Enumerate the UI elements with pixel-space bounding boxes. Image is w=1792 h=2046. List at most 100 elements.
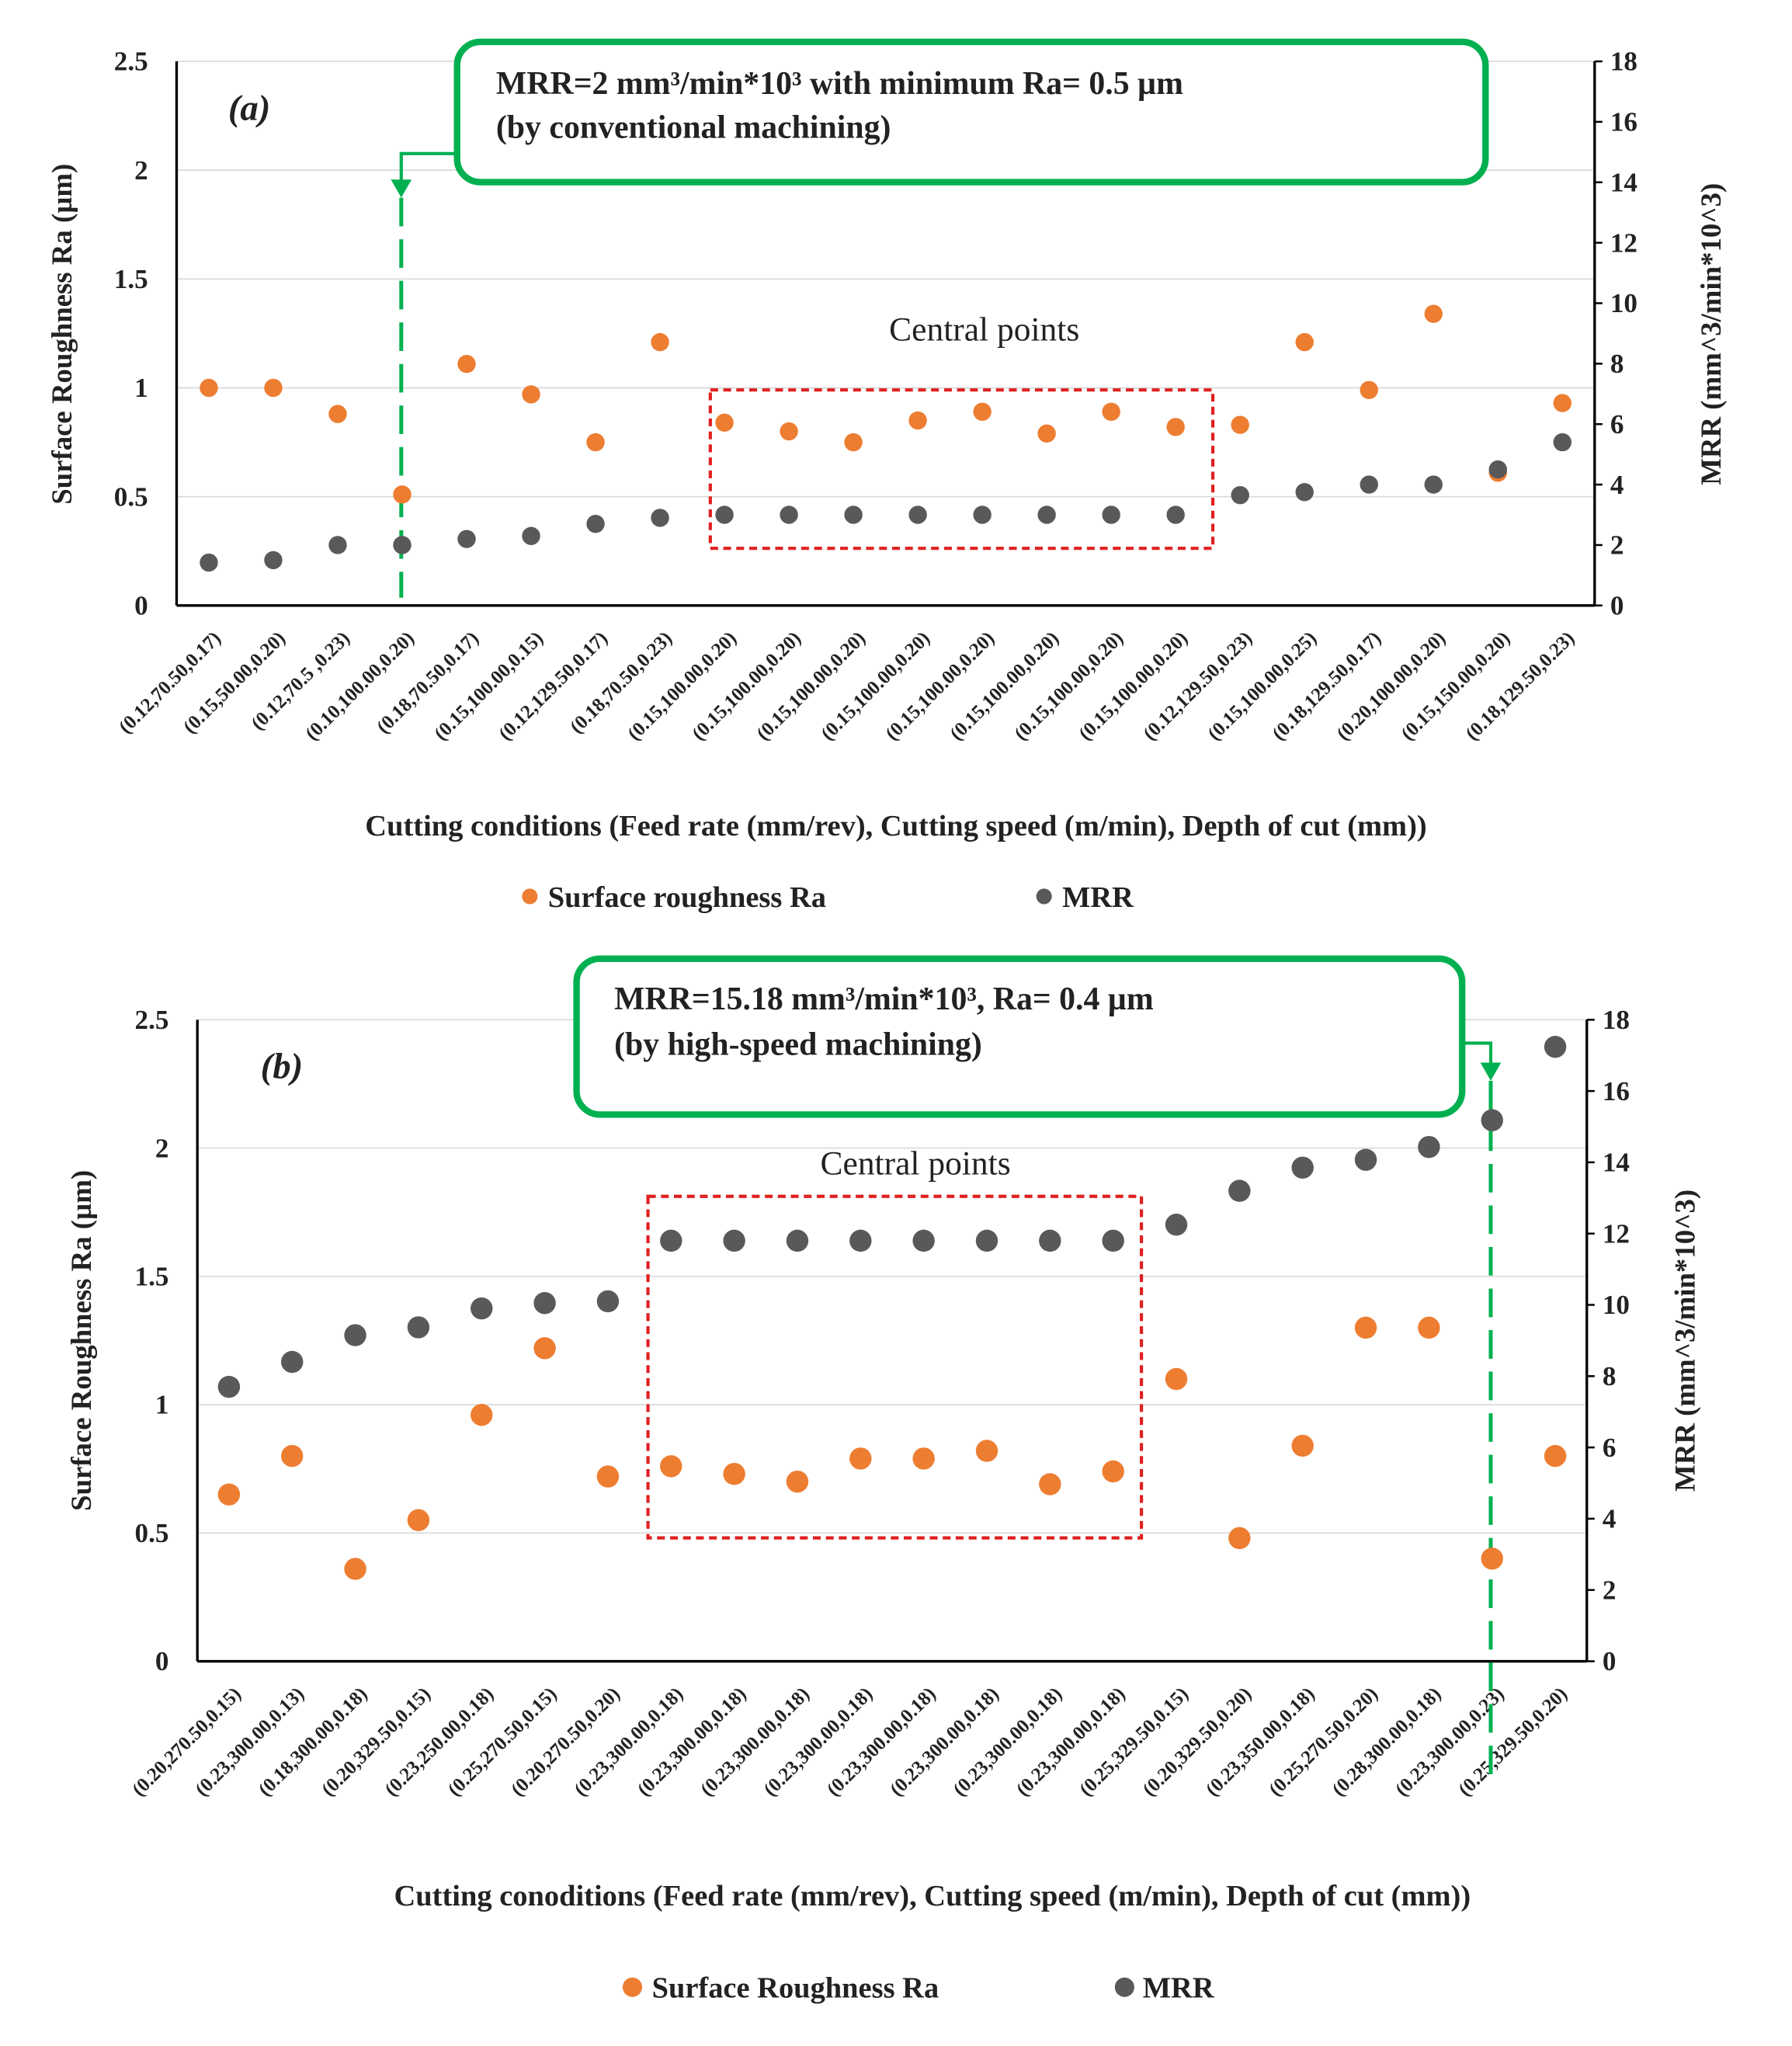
y2-tick-label: 6 <box>1603 1433 1617 1463</box>
point <box>844 432 863 452</box>
x-tick-label: (0.18,129.50,0.17) <box>1269 627 1386 745</box>
point <box>1165 1367 1188 1391</box>
y2-tick-label: 2 <box>1603 1575 1617 1605</box>
x-axis-label: Cutting conoditions (Feed rate (mm/rev),… <box>394 1880 1471 1912</box>
callout-arrow <box>399 151 457 182</box>
x-tick-label: (0.23,300.00,0.18) <box>634 1683 751 1801</box>
point <box>1228 1179 1251 1202</box>
point <box>786 1470 809 1493</box>
point <box>1231 485 1249 505</box>
x-tick-label: (0.23,300.00,0.13) <box>192 1683 309 1801</box>
y-tick-label: 2 <box>155 1133 169 1163</box>
panel-label: (b) <box>261 1047 304 1087</box>
x-tick-label: (0.15,100.00,0.20) <box>817 627 934 745</box>
point <box>780 505 798 524</box>
x-tick-label: (0.15,100.00,0.20) <box>1075 627 1193 745</box>
y2-tick-label: 0 <box>1603 1646 1617 1676</box>
point <box>1039 1229 1061 1252</box>
x-tick-label: (0.23,300.00,0.18) <box>1012 1683 1130 1801</box>
x-tick-label: (0.20,329.50,0.20) <box>1139 1683 1256 1801</box>
point <box>586 514 605 533</box>
point <box>217 1375 241 1398</box>
point <box>715 505 734 524</box>
point <box>660 1455 682 1478</box>
point <box>1102 1460 1124 1483</box>
point <box>849 1229 872 1252</box>
point <box>1544 1035 1567 1058</box>
point <box>723 1463 745 1485</box>
legend-marker <box>1114 1977 1134 1997</box>
point <box>281 1444 304 1468</box>
y2-tick-label: 8 <box>1610 349 1624 379</box>
point <box>1481 1548 1503 1570</box>
y2-tick-label: 12 <box>1603 1218 1630 1249</box>
x-tick-label: (0.15,150.00,0.20) <box>1398 627 1515 745</box>
point <box>1102 1229 1124 1252</box>
point <box>344 1324 366 1346</box>
point <box>457 530 476 548</box>
point <box>912 1447 935 1470</box>
point <box>975 1229 998 1252</box>
point <box>586 432 605 452</box>
point <box>1166 418 1185 436</box>
point <box>1553 432 1571 452</box>
y-tick-label: 0.5 <box>114 481 148 512</box>
x-tick-label: (0.15,100.00,0.20) <box>688 627 805 745</box>
y2-tick-label: 4 <box>1603 1504 1617 1534</box>
y2-tick-label: 16 <box>1610 107 1637 137</box>
arrow-head <box>1480 1062 1502 1081</box>
point <box>1354 1148 1377 1171</box>
x-tick-label: (0.15,100.00,0.25) <box>1204 627 1321 745</box>
legend-marker <box>1036 888 1052 905</box>
point <box>973 505 992 524</box>
y-tick-label: 0.5 <box>135 1518 169 1548</box>
y-tick-label: 1.5 <box>135 1262 169 1292</box>
point <box>393 485 412 504</box>
point <box>1102 402 1120 422</box>
point <box>786 1229 809 1252</box>
legend-marker <box>522 888 538 905</box>
x-tick-label: (0.18,300.00,0.18) <box>255 1683 372 1801</box>
point <box>1354 1316 1377 1339</box>
y-tick-label: 2.5 <box>114 47 148 77</box>
point <box>1291 1156 1314 1179</box>
legend-label: Surface Roughness Ra <box>652 1972 939 2005</box>
x-tick-label: (0.20,100.00,0.20) <box>1333 627 1450 745</box>
callout-text: (by high-speed machining) <box>614 1026 982 1062</box>
point <box>1418 1135 1440 1158</box>
y2-tick-label: 0 <box>1610 591 1624 621</box>
point <box>1418 1316 1440 1339</box>
x-tick-label: (0.25,270.50,0.15) <box>444 1683 561 1801</box>
point <box>1481 1109 1503 1131</box>
point <box>1488 460 1507 479</box>
point <box>1544 1444 1567 1468</box>
y2-tick-label: 14 <box>1610 167 1637 197</box>
point <box>844 505 863 524</box>
point <box>1424 304 1443 323</box>
point <box>1231 415 1249 434</box>
point <box>1291 1434 1314 1457</box>
point <box>281 1350 304 1374</box>
legend-label: MRR <box>1062 881 1134 914</box>
x-tick-label: (0.23,300.00,0.18) <box>886 1683 1003 1801</box>
x-tick-label: (0.23,300.00,0.18) <box>950 1683 1067 1801</box>
x-tick-label: (0.20,270.50,0.20) <box>507 1683 624 1801</box>
y-tick-label: 1.5 <box>114 264 148 294</box>
region-label: Central points <box>821 1145 1011 1182</box>
y2-tick-label: 4 <box>1610 470 1624 500</box>
point <box>975 1440 998 1462</box>
point <box>1166 505 1185 524</box>
y-tick-label: 0 <box>155 1646 169 1676</box>
x-tick-label: (0.28,300.00,0.18) <box>1328 1683 1446 1801</box>
point <box>1295 483 1314 502</box>
x-tick-label: (0.23,250.00,0.18) <box>381 1683 498 1801</box>
point <box>328 536 347 554</box>
y2-tick-label: 10 <box>1610 288 1637 318</box>
legend-label: MRR <box>1143 1972 1215 2005</box>
point <box>1360 475 1378 494</box>
callout-arrow <box>1462 1041 1493 1065</box>
point <box>1037 505 1056 524</box>
point <box>908 411 927 430</box>
point <box>912 1229 935 1252</box>
point <box>264 378 283 398</box>
